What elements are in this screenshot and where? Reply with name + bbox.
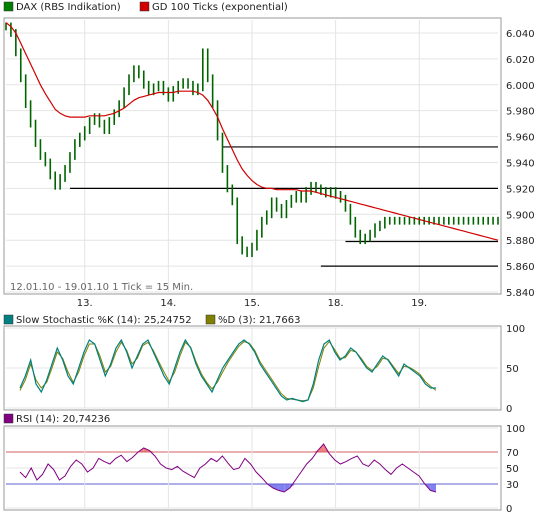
stoch-legend-swatch-2 xyxy=(205,314,216,325)
price-chart-note: 12.01.10 - 19.01.10 1 Tick = 15 Min. xyxy=(10,282,193,293)
stoch-y-tick-label: 100 xyxy=(506,324,525,335)
stoch-legend-swatch-1 xyxy=(3,314,14,325)
price-support-lines xyxy=(69,146,498,267)
rsi-y-ticks: 100 70 50 30 0 xyxy=(506,424,525,515)
stoch-y-ticks: 100 50 0 xyxy=(506,324,525,415)
price-y-tick-label: 5.840 xyxy=(506,288,535,299)
rsi-y-tick-label: 70 xyxy=(506,448,519,459)
price-y-tick-label: 5.860 xyxy=(506,262,535,273)
rsi-oversold-fill xyxy=(278,484,285,492)
rsi-y-tick-label: 0 xyxy=(506,504,512,515)
rsi-panel: RSI (14): 20,74236 100 70 50 30 0 xyxy=(3,413,525,515)
stoch-legend-label-1: Slow Stochastic %K (14): 25,24752 xyxy=(16,315,192,326)
price-x-ticks: 13. 14. 15. 18. 19. xyxy=(77,298,427,309)
rsi-oversold-fill xyxy=(284,484,290,492)
price-x-tick-label: 19. xyxy=(411,298,427,309)
rsi-legend-label: RSI (14): 20,74236 xyxy=(16,414,110,425)
price-x-tick-label: 14. xyxy=(160,298,176,309)
rsi-line xyxy=(19,443,437,493)
stochastic-panel: Slow Stochastic %K (14): 25,24752 %D (3)… xyxy=(3,314,525,415)
price-y-tick-label: 6.040 xyxy=(506,29,535,40)
stoch-grid xyxy=(6,327,498,409)
price-y-tick-label: 6.020 xyxy=(506,55,535,66)
price-y-ticks: 6.040 6.020 6.000 5.980 5.960 5.940 5.920 5.900… xyxy=(506,29,535,299)
rsi-y-tick-label: 50 xyxy=(506,464,519,475)
price-legend-swatch-1 xyxy=(3,1,14,12)
price-legend-swatch-2 xyxy=(139,1,150,12)
price-legend-label-1: DAX (RBS Indikation) xyxy=(16,2,121,13)
price-y-tick-label: 5.980 xyxy=(506,107,535,118)
rsi-y-tick-label: 30 xyxy=(506,480,519,491)
stoch-y-tick-label: 50 xyxy=(506,364,519,375)
price-x-tick-label: 18. xyxy=(328,298,344,309)
price-x-tick-label: 13. xyxy=(77,298,93,309)
price-y-tick-label: 5.900 xyxy=(506,210,535,221)
price-y-tick-label: 6.000 xyxy=(506,81,535,92)
ema-line xyxy=(5,22,499,241)
price-y-tick-label: 5.880 xyxy=(506,236,535,247)
stoch-y-tick-label: 0 xyxy=(506,404,512,415)
rsi-legend-swatch xyxy=(3,413,14,424)
rsi-oversold-fill xyxy=(272,484,279,491)
price-panel: DAX (RBS Indikation) GD 100 Ticks (expon… xyxy=(3,1,535,309)
rsi-grid xyxy=(6,427,498,509)
price-y-tick-label: 5.960 xyxy=(506,133,535,144)
price-y-tick-label: 5.940 xyxy=(506,158,535,169)
price-x-tick-label: 15. xyxy=(244,298,260,309)
rsi-oversold-fill xyxy=(430,484,436,492)
stoch-legend-label-2: %D (3): 21,7663 xyxy=(218,315,300,326)
stoch-k-line xyxy=(19,338,436,403)
rsi-y-tick-label: 100 xyxy=(506,424,525,435)
stoch-d-line xyxy=(19,340,437,402)
price-legend-label-2: GD 100 Ticks (exponential) xyxy=(152,2,288,13)
rsi-oversold-fill xyxy=(289,484,296,488)
price-y-tick-label: 5.920 xyxy=(506,184,535,195)
